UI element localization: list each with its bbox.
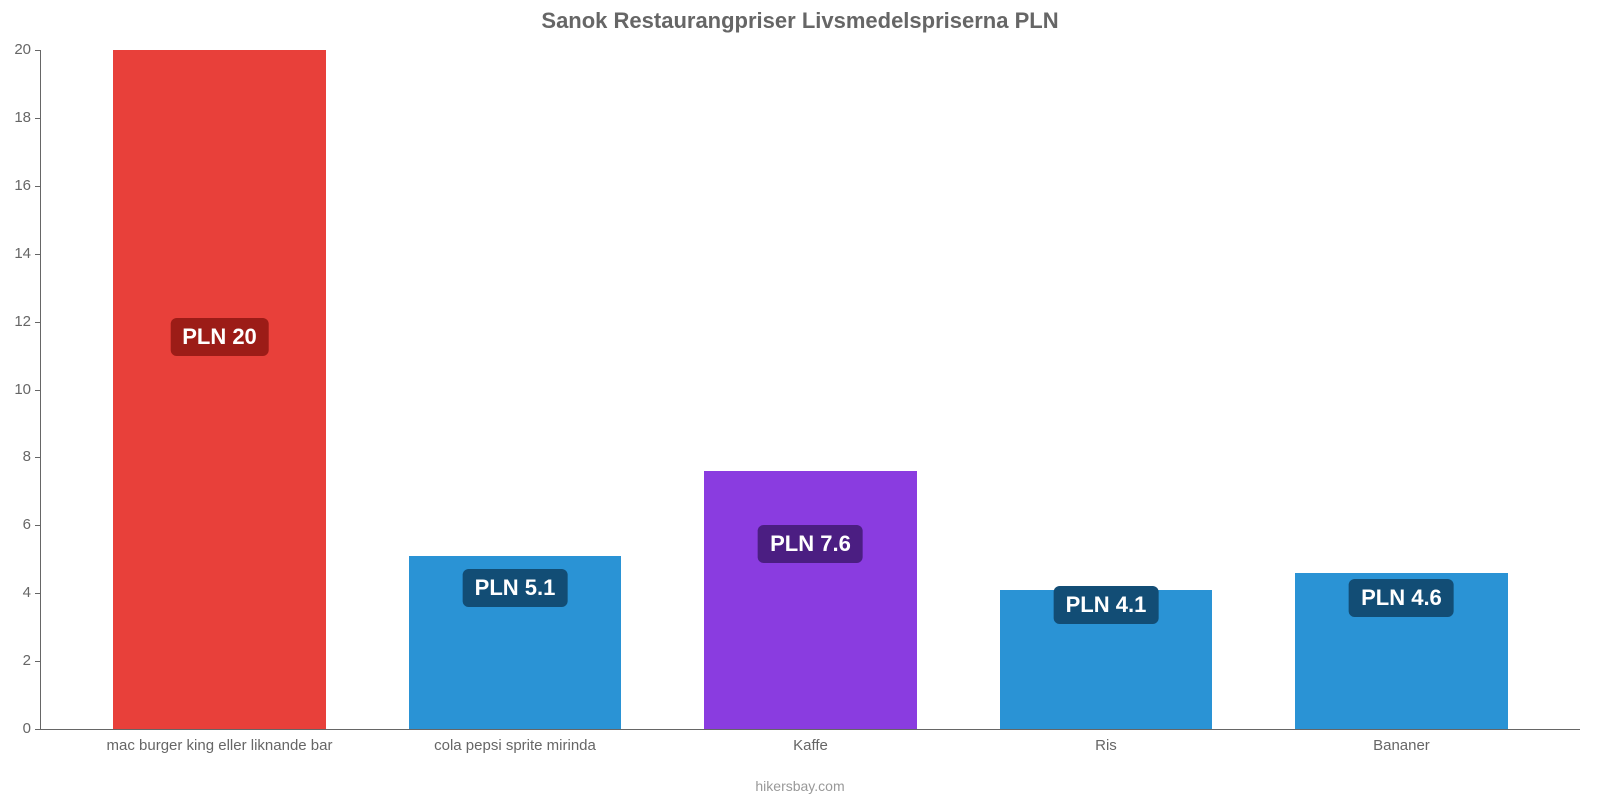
y-tick-mark [35, 593, 41, 594]
plot-area: mac burger king eller liknande barPLN 20… [40, 50, 1580, 730]
y-tick-label: 4 [23, 584, 31, 601]
x-axis-label: Bananer [1373, 737, 1430, 754]
price-bar-chart: Sanok Restaurangpriser Livsmedelsprisern… [0, 0, 1600, 800]
bar-slot: cola pepsi sprite mirindaPLN 5.1 [367, 50, 662, 729]
y-tick-label: 20 [14, 41, 31, 58]
bar [113, 50, 326, 729]
bar-slot: KaffePLN 7.6 [663, 50, 958, 729]
bar-slot: BananerPLN 4.6 [1254, 50, 1549, 729]
x-axis-label: cola pepsi sprite mirinda [434, 737, 596, 754]
bar-value-badge: PLN 4.6 [1349, 579, 1454, 617]
y-tick-label: 8 [23, 448, 31, 465]
y-tick-mark [35, 118, 41, 119]
y-tick-mark [35, 661, 41, 662]
bar [704, 471, 917, 729]
bar-value-badge: PLN 4.1 [1054, 586, 1159, 624]
y-tick-label: 2 [23, 652, 31, 669]
chart-title: Sanok Restaurangpriser Livsmedelsprisern… [0, 8, 1600, 34]
y-tick-mark [35, 322, 41, 323]
chart-source: hikersbay.com [0, 778, 1600, 794]
y-tick-label: 0 [23, 720, 31, 737]
bar-value-badge: PLN 20 [170, 318, 269, 356]
y-tick-label: 14 [14, 245, 31, 262]
y-tick-mark [35, 186, 41, 187]
x-axis-label: Kaffe [793, 737, 828, 754]
y-tick-label: 6 [23, 516, 31, 533]
x-axis-label: mac burger king eller liknande bar [107, 737, 333, 754]
bar-value-badge: PLN 7.6 [758, 525, 863, 563]
bars-layer: mac burger king eller liknande barPLN 20… [41, 50, 1580, 729]
y-tick-label: 16 [14, 177, 31, 194]
y-tick-mark [35, 390, 41, 391]
bar-slot: mac burger king eller liknande barPLN 20 [72, 50, 367, 729]
y-tick-mark [35, 254, 41, 255]
y-tick-mark [35, 729, 41, 730]
bar-value-badge: PLN 5.1 [463, 569, 568, 607]
y-tick-label: 10 [14, 381, 31, 398]
y-tick-label: 18 [14, 109, 31, 126]
bar-slot: RisPLN 4.1 [958, 50, 1253, 729]
x-axis-label: Ris [1095, 737, 1117, 754]
y-tick-label: 12 [14, 313, 31, 330]
y-tick-mark [35, 457, 41, 458]
y-tick-mark [35, 50, 41, 51]
y-tick-mark [35, 525, 41, 526]
